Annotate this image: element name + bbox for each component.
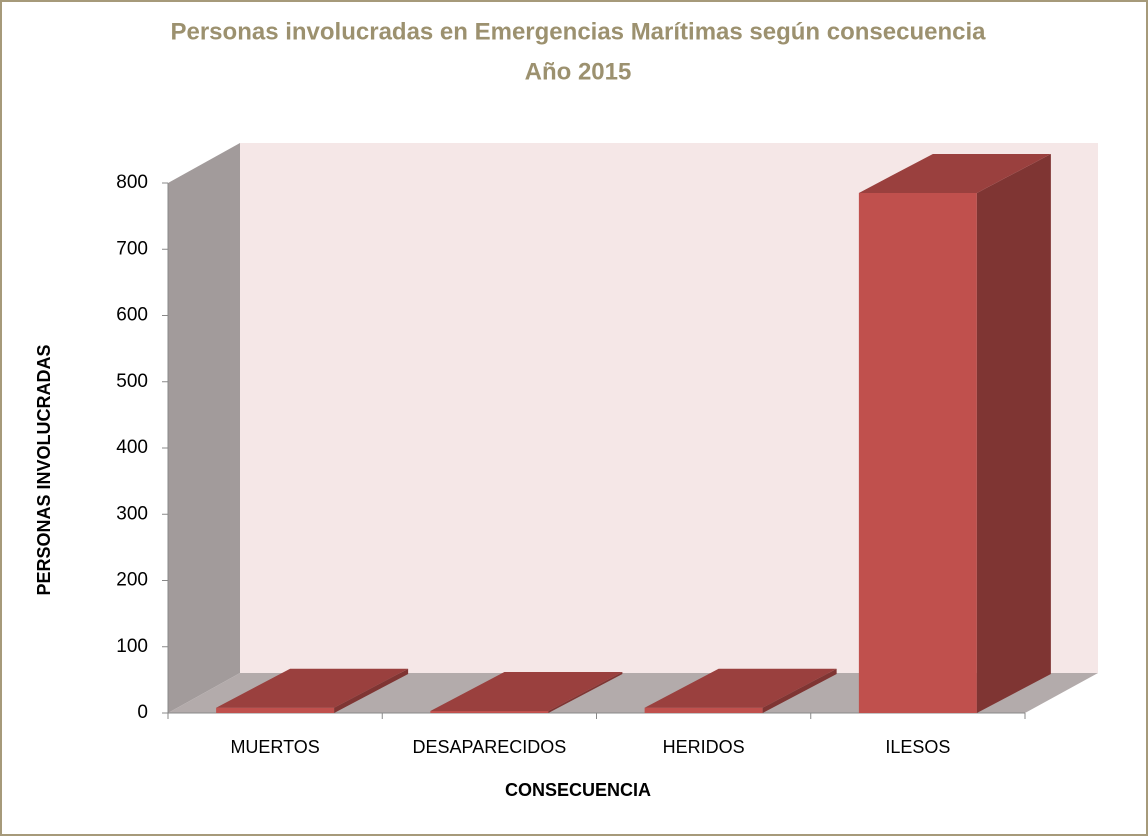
bar-side bbox=[976, 153, 1051, 713]
x-tick-label: HERIDOS bbox=[663, 737, 745, 757]
bar-side bbox=[762, 668, 837, 713]
y-tick-label: 600 bbox=[116, 305, 148, 326]
x-axis-label: CONSECUENCIA bbox=[505, 780, 651, 800]
bar bbox=[216, 707, 335, 713]
side-wall bbox=[168, 143, 240, 713]
x-tick-label: ILESOS bbox=[885, 737, 950, 757]
y-tick-label: 400 bbox=[116, 437, 148, 458]
chart-title: Personas involucradas en Emergencias Mar… bbox=[170, 18, 986, 45]
bar-side bbox=[548, 672, 623, 713]
y-tick-label: 100 bbox=[116, 636, 148, 657]
bar bbox=[858, 192, 977, 713]
y-axis-label: PERSONAS INVOLUCRADAS bbox=[34, 344, 54, 595]
bar-top bbox=[216, 668, 409, 708]
x-tick-label: DESAPARECIDOS bbox=[413, 737, 567, 757]
y-tick-label: 0 bbox=[137, 702, 148, 723]
bar-side bbox=[334, 668, 409, 713]
y-tick-label: 500 bbox=[116, 371, 148, 392]
bar bbox=[430, 711, 549, 713]
y-tick-label: 300 bbox=[116, 503, 148, 524]
bar bbox=[644, 707, 763, 713]
bar-top bbox=[858, 153, 1051, 193]
bar-top bbox=[430, 672, 623, 712]
chart-subtitle: Año 2015 bbox=[525, 58, 632, 85]
y-tick-label: 700 bbox=[116, 238, 148, 259]
x-tick-label: MUERTOS bbox=[230, 737, 319, 757]
y-tick-label: 200 bbox=[116, 570, 148, 591]
y-tick-label: 800 bbox=[116, 172, 148, 193]
bar-top bbox=[644, 668, 837, 708]
